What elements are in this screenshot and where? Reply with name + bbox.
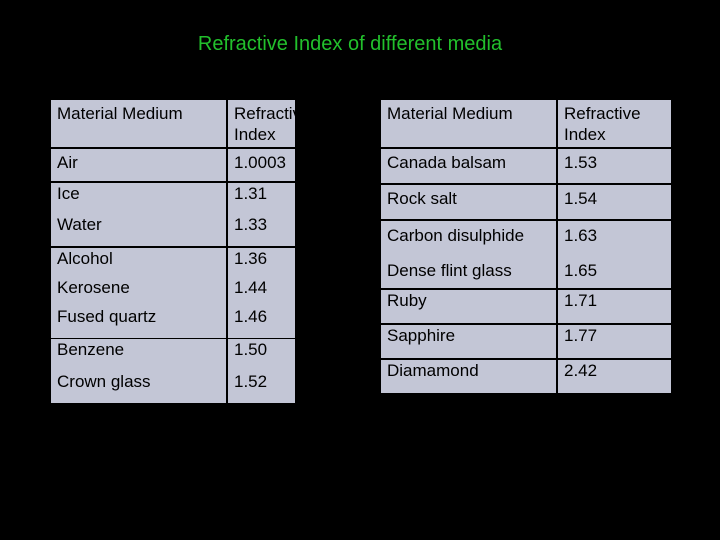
refractive-index-cell: 1.0003 — [228, 149, 295, 181]
material-name-cell: Alcohol — [51, 248, 226, 280]
material-name-cell: Canada balsam — [381, 149, 556, 183]
refractive-index-cell: 1.31 — [228, 183, 295, 215]
refractive-index-table-left: Material Medium Refractive Index Air 1.0003… — [49, 98, 311, 403]
material-name-cell: Kerosene — [51, 277, 226, 309]
refractive-index-cell: 1.52 — [228, 371, 295, 403]
refractive-index-cell: 1.44 — [228, 277, 295, 309]
refractive-index-cell: 1.63 — [558, 221, 671, 255]
material-name-cell: Rock salt — [381, 185, 556, 219]
refractive-index-cell: 2.42 — [558, 360, 671, 393]
refractive-index-cell: 1.71 — [558, 290, 671, 323]
header-material-medium: Material Medium — [51, 100, 226, 147]
material-name-cell: Ice — [51, 183, 226, 215]
material-name-cell: Benzene — [51, 339, 226, 371]
header-refractive-index: Refractive Index — [558, 100, 671, 147]
material-name-cell: Crown glass — [51, 371, 226, 403]
material-name-cell: Water — [51, 214, 226, 246]
material-name-cell: Dense flint glass — [381, 255, 556, 288]
refractive-index-cell: 1.33 — [228, 214, 295, 246]
page-title: Refractive Index of different media — [197, 33, 503, 55]
refractive-index-cell: 1.53 — [558, 149, 671, 183]
refractive-index-table-right: Material Medium Refractive Index Canada ba… — [379, 98, 673, 396]
refractive-index-cell: 1.65 — [558, 255, 671, 288]
refractive-index-cell: 1.46 — [228, 306, 295, 338]
material-name-cell: Air — [51, 149, 226, 181]
refractive-index-cell: 1.54 — [558, 185, 671, 219]
header-material-medium: Material Medium — [381, 100, 556, 147]
material-name-cell: Fused quartz — [51, 306, 226, 338]
material-name-cell: Ruby — [381, 290, 556, 323]
refractive-index-cell: 1.50 — [228, 339, 295, 371]
refractive-index-cell: 1.77 — [558, 325, 671, 358]
material-name-cell: Carbon disulphide — [381, 221, 556, 255]
header-refractive-index: Refractive Index — [228, 100, 311, 147]
refractive-index-cell: 1.36 — [228, 248, 295, 280]
material-name-cell: Diamamond — [381, 360, 556, 393]
material-name-cell: Sapphire — [381, 325, 556, 358]
